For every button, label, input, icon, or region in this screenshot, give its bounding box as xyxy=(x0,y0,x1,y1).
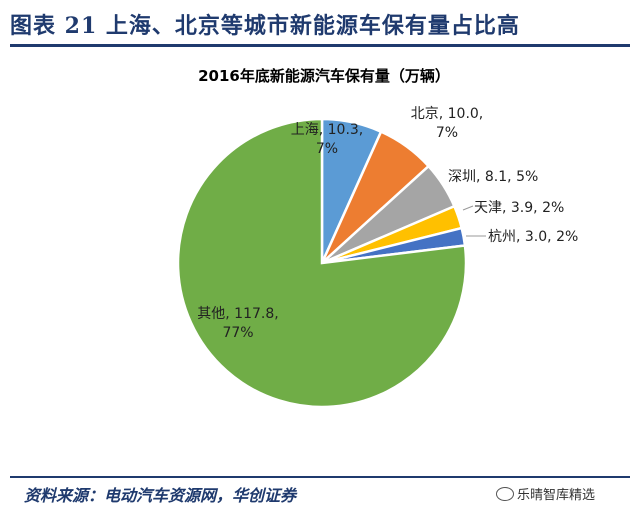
slice-label-3: 天津, 3.9, 2% xyxy=(474,200,564,216)
watermark-text: 乐晴智库精选 xyxy=(517,488,596,503)
bottom-rule xyxy=(10,476,630,478)
chart-title: 2016年底新能源汽车保有量（万辆） xyxy=(198,67,450,85)
watermark: 乐晴智库精选 xyxy=(496,484,595,503)
slice-label-5: 其他, 117.8, 77% xyxy=(197,306,278,341)
slice-label-0: 上海, 10.3, 7% xyxy=(291,122,364,157)
title-rule xyxy=(10,44,630,47)
source-note: 资料来源：电动汽车资源网，华创证券 xyxy=(24,486,297,505)
slice-label-2: 深圳, 8.1, 5% xyxy=(448,169,538,185)
figure-title: 图表 21 上海、北京等城市新能源车保有量占比高 xyxy=(10,13,520,39)
slice-label-1: 北京, 10.0, 7% xyxy=(411,106,484,141)
wechat-icon xyxy=(496,487,514,501)
leader-line-3 xyxy=(462,205,474,211)
pie-slice-5 xyxy=(176,117,468,409)
slice-label-4: 杭州, 3.0, 2% xyxy=(488,229,578,245)
